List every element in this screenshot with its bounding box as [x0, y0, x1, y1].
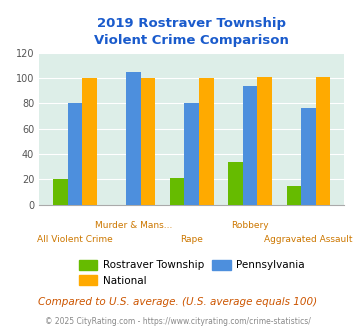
Bar [184, 103, 199, 205]
Bar [126, 72, 141, 205]
Bar [286, 185, 301, 205]
Title: 2019 Rostraver Township
Violent Crime Comparison: 2019 Rostraver Township Violent Crime Co… [94, 17, 289, 48]
Bar [257, 77, 272, 205]
Bar [199, 78, 214, 205]
Text: Compared to U.S. average. (U.S. average equals 100): Compared to U.S. average. (U.S. average … [38, 297, 317, 307]
Bar [53, 179, 67, 205]
Bar [301, 109, 316, 205]
Bar [67, 103, 82, 205]
Text: Aggravated Assault: Aggravated Assault [264, 235, 353, 244]
Text: © 2025 CityRating.com - https://www.cityrating.com/crime-statistics/: © 2025 CityRating.com - https://www.city… [45, 317, 310, 326]
Bar [170, 178, 184, 205]
Bar [82, 78, 97, 205]
Bar [141, 78, 155, 205]
Text: Robbery: Robbery [231, 221, 269, 230]
Text: All Violent Crime: All Violent Crime [37, 235, 113, 244]
Bar [228, 162, 243, 205]
Bar [243, 86, 257, 205]
Bar [316, 77, 331, 205]
Legend: Rostraver Township, National, Pennsylvania: Rostraver Township, National, Pennsylvan… [75, 255, 309, 290]
Text: Murder & Mans...: Murder & Mans... [94, 221, 172, 230]
Text: Rape: Rape [180, 235, 203, 244]
